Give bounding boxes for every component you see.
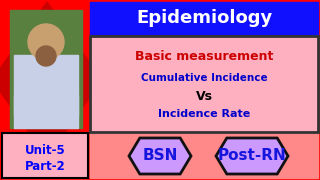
Bar [14,95,78,115]
Bar [90,133,318,178]
Circle shape [36,46,56,66]
Polygon shape [0,2,102,158]
Text: Vs: Vs [196,89,212,102]
Text: Basic measurement: Basic measurement [135,51,273,64]
Bar [90,2,318,35]
Circle shape [28,24,64,60]
Text: Cumulative Incidence: Cumulative Incidence [141,73,267,83]
Text: BSN: BSN [142,148,178,163]
Bar [2,133,88,178]
Text: Incidence Rate: Incidence Rate [158,109,250,119]
Text: Part-2: Part-2 [25,159,65,172]
Bar [2,133,88,178]
Polygon shape [216,138,288,174]
Bar [10,10,82,128]
Bar [14,55,78,128]
Text: Epidemiology: Epidemiology [136,9,272,27]
Polygon shape [129,138,191,174]
Bar [90,36,318,132]
Text: Unit-5: Unit-5 [25,143,65,156]
Bar [90,36,318,132]
Text: Post-RN: Post-RN [218,148,286,163]
